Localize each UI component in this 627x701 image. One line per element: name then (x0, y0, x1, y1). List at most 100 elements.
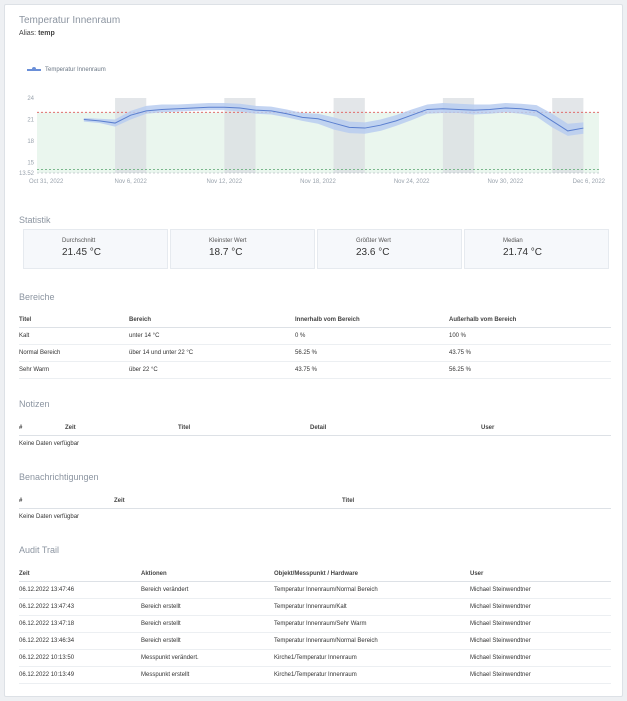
stat-durchschnitt: Durchschnitt 21.45 °C (23, 229, 168, 269)
x-tick-label: Nov 6, 2022 (114, 179, 147, 185)
statistik-row: Durchschnitt 21.45 °C Kleinster Wert 18.… (23, 229, 609, 269)
cell: 06.12.2022 10:13:50 (19, 649, 141, 667)
cell: Temperatur Innenraum/Normal Bereich (274, 632, 470, 650)
cell: Michael Steinwendtner (470, 581, 611, 599)
column-header: # (19, 425, 65, 436)
x-tick-label: Oct 31, 2022 (29, 179, 64, 185)
table-row: 06.12.2022 13:47:43 Bereich erstellt Tem… (19, 598, 611, 616)
min-max-band (83, 103, 584, 136)
cell: Bereich verändert (141, 581, 274, 599)
cell: Normal Bereich (19, 344, 129, 362)
stat-value: 21.74 °C (503, 247, 543, 258)
chart-legend[interactable]: Temperatur Innenraum (27, 67, 106, 73)
column-header: Titel (19, 317, 129, 328)
column-header: Zeit (19, 571, 141, 582)
table-header-row: Titel Bereich Innerhalb vom Bereich Auße… (19, 317, 611, 328)
notizen-empty: Keine Daten verfügbar (19, 441, 80, 447)
stat-kleinster-wert: Kleinster Wert 18.7 °C (170, 229, 315, 269)
table-header-row: # Zeit Titel (19, 498, 611, 509)
y-tick-label: 13.52 (19, 171, 35, 177)
x-tick-label: Dec 6, 2022 (573, 179, 606, 185)
x-tick-label: Nov 24, 2022 (394, 179, 430, 185)
cell: 56.25 % (449, 361, 611, 379)
bereiche-title: Bereiche (19, 292, 55, 302)
stat-value: 18.7 °C (209, 247, 243, 258)
stat-label: Größter Wert (356, 238, 391, 244)
column-header: Titel (342, 498, 611, 509)
cell: Kalt (19, 327, 129, 345)
table-row: Kalt unter 14 °C 0 % 100 % (19, 327, 611, 345)
stat-groesster-wert: Größter Wert 23.6 °C (317, 229, 462, 269)
table-row: 06.12.2022 13:47:46 Bereich verändert Te… (19, 581, 611, 599)
stat-value: 21.45 °C (62, 247, 102, 258)
alias-line: Alias: temp (19, 30, 611, 37)
column-header: User (481, 425, 611, 436)
bereiche-table: Titel Bereich Innerhalb vom Bereich Auße… (19, 317, 611, 379)
cell: Kirche1/Temperatur Innenraum (274, 666, 470, 684)
cell: Messpunkt verändert. (141, 649, 274, 667)
benachrichtigungen-empty: Keine Daten verfügbar (19, 514, 80, 520)
table-row: Sehr Warm über 22 °C 43.75 % 56.25 % (19, 361, 611, 379)
cell: Temperatur Innenraum/Sehr Warm (274, 615, 470, 633)
table-row: Normal Bereich über 14 und unter 22 °C 5… (19, 344, 611, 362)
x-tick-label: Nov 30, 2022 (487, 179, 523, 185)
column-header: Objekt/Messpunkt / Hardware (274, 571, 470, 582)
cell: Temperatur Innenraum/Normal Bereich (274, 581, 470, 599)
cell: 06.12.2022 10:13:49 (19, 666, 141, 684)
notizen-title: Notizen (19, 399, 50, 409)
column-header: User (470, 571, 611, 582)
y-tick-label: 18 (27, 139, 34, 145)
y-tick-label: 21 (27, 117, 34, 123)
cell: 100 % (449, 327, 611, 345)
stat-median: Median 21.74 °C (464, 229, 609, 269)
y-tick-label: 24 (27, 96, 34, 102)
y-tick-label: 15 (27, 160, 34, 166)
cell: 56.25 % (295, 344, 449, 362)
cell: Michael Steinwendtner (470, 666, 611, 684)
cell: 43.75 % (449, 344, 611, 362)
x-tick-label: Nov 18, 2022 (300, 179, 336, 185)
cell: Bereich erstellt (141, 632, 274, 650)
cell: Michael Steinwendtner (470, 598, 611, 616)
statistik-title: Statistik (19, 215, 51, 225)
cell: Bereich erstellt (141, 598, 274, 616)
cell: über 14 und unter 22 °C (129, 344, 295, 362)
stat-label: Kleinster Wert (209, 238, 247, 244)
cell: Bereich erstellt (141, 615, 274, 633)
table-row: 06.12.2022 10:13:49 Messpunkt erstellt K… (19, 666, 611, 684)
column-header: Zeit (65, 425, 178, 436)
cell: 06.12.2022 13:47:43 (19, 598, 141, 616)
table-row: 06.12.2022 10:13:50 Messpunkt verändert.… (19, 649, 611, 667)
temperature-chart[interactable]: 13.52 15 18 21 24 Oct 31, 2022 Nov 6, 2022 Nov … (19, 79, 611, 185)
audit-title: Audit Trail (19, 545, 60, 555)
alias-value: temp (38, 30, 55, 37)
column-header: Bereich (129, 317, 295, 328)
report-content: Temperatur Innenraum Alias: temp Tempera… (19, 13, 611, 684)
table-header-row: # Zeit Titel Detail User (19, 425, 611, 436)
stat-label: Median (503, 238, 523, 244)
table-header-row: Zeit Aktionen Objekt/Messpunkt / Hardwar… (19, 571, 611, 582)
notizen-table: # Zeit Titel Detail User (19, 425, 611, 436)
benachrichtigungen-table: # Zeit Titel (19, 498, 611, 509)
stat-value: 23.6 °C (356, 247, 390, 258)
table-row: 06.12.2022 13:47:18 Bereich erstellt Tem… (19, 615, 611, 633)
alias-label: Alias: (19, 30, 37, 37)
cell: Michael Steinwendtner (470, 649, 611, 667)
cell: 43.75 % (295, 361, 449, 379)
column-header: Detail (310, 425, 481, 436)
cell: 0 % (295, 327, 449, 345)
legend-label: Temperatur Innenraum (45, 67, 106, 73)
cell: Temperatur Innenraum/Kalt (274, 598, 470, 616)
cell: Kirche1/Temperatur Innenraum (274, 649, 470, 667)
column-header: Außerhalb vom Bereich (449, 317, 611, 328)
column-header: Innerhalb vom Bereich (295, 317, 449, 328)
stat-label: Durchschnitt (62, 238, 96, 244)
cell: Sehr Warm (19, 361, 129, 379)
legend-line-icon (27, 67, 41, 71)
report-card: Temperatur Innenraum Alias: temp Tempera… (4, 4, 623, 697)
cell: 06.12.2022 13:46:34 (19, 632, 141, 650)
column-header: Zeit (114, 498, 342, 509)
series-line (83, 106, 584, 132)
table-row: 06.12.2022 13:46:34 Bereich erstellt Tem… (19, 632, 611, 650)
cell: 06.12.2022 13:47:18 (19, 615, 141, 633)
